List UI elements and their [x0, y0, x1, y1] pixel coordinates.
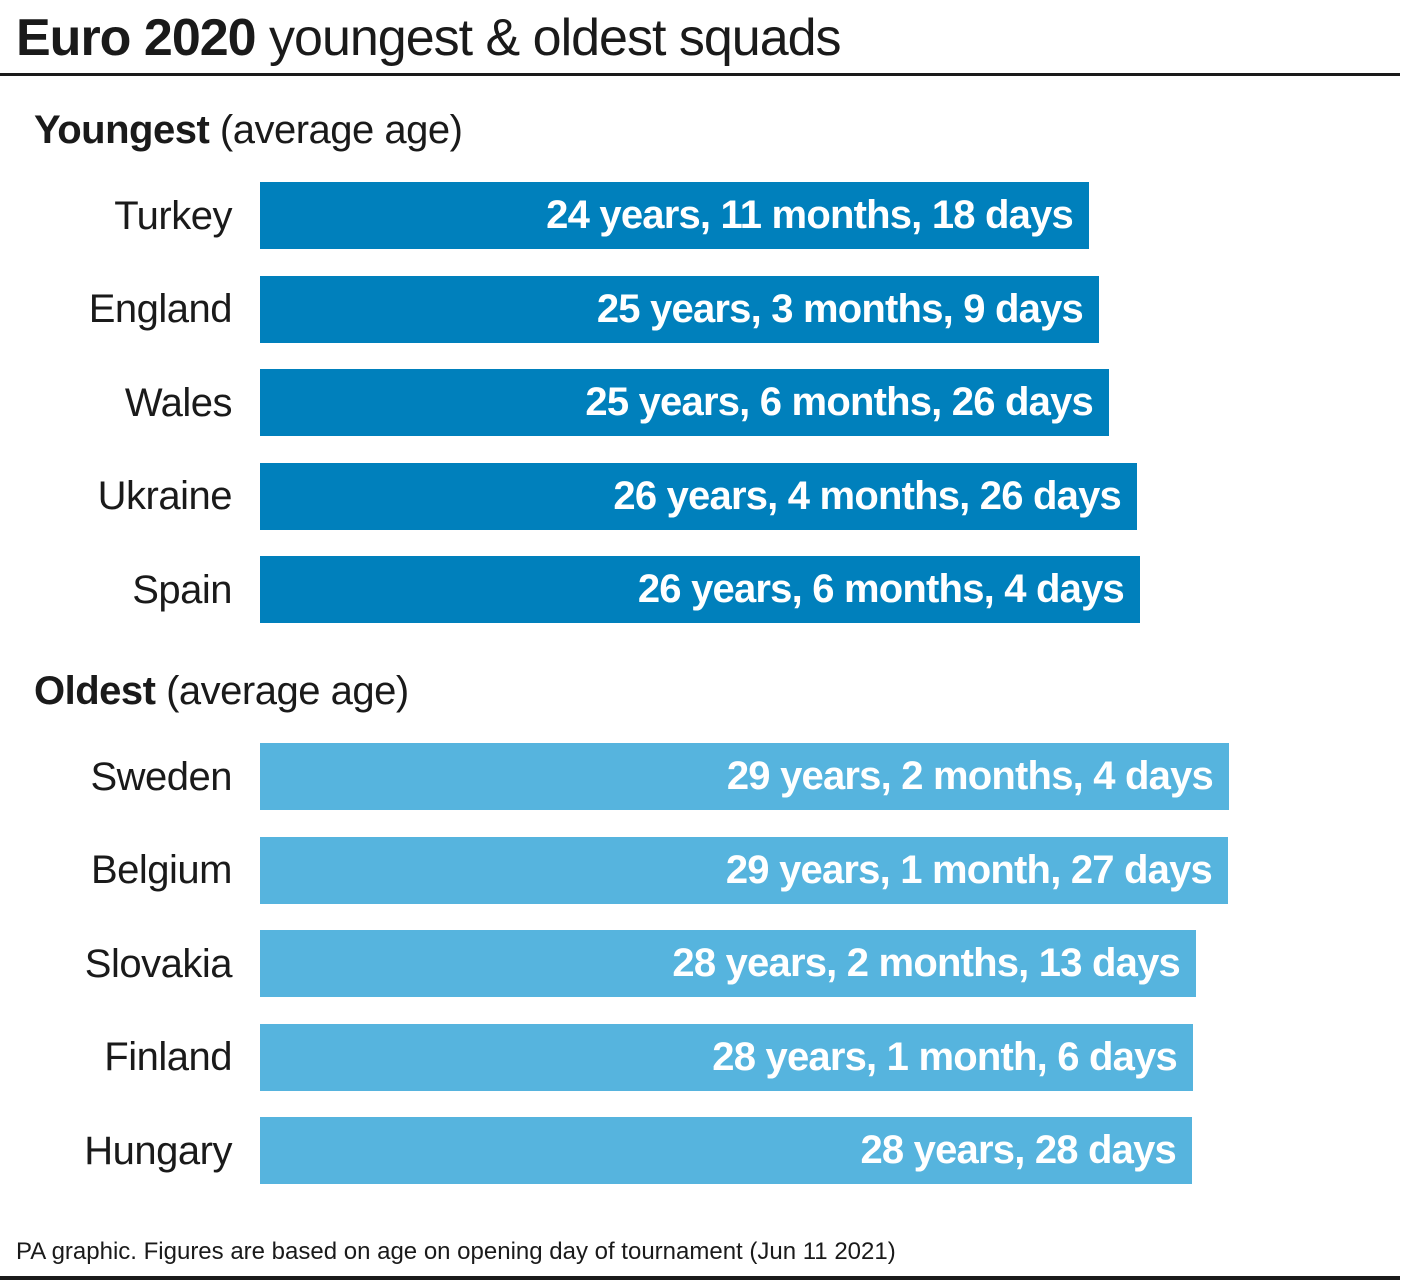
bar-turkey: 24 years, 11 months, 18 days	[260, 182, 1089, 249]
data-label-england: 25 years, 3 months, 9 days	[596, 286, 1084, 331]
bar-ukraine: 26 years, 4 months, 26 days	[260, 462, 1137, 530]
chart-title-bold: Euro 2020	[16, 9, 257, 67]
bar-spain: 26 years, 6 months, 4 days	[260, 556, 1140, 623]
bar-wales: 25 years, 6 months, 26 days	[260, 369, 1109, 436]
footer-divider	[0, 1276, 1400, 1280]
bar-sweden: 29 years, 2 months, 4 days	[260, 743, 1229, 810]
youngest-heading-rest: (average age)	[219, 108, 463, 152]
category-label-sweden: Sweden	[90, 754, 232, 799]
chart-title: Euro 2020 youngest & oldest squads	[16, 6, 842, 70]
data-label-hungary: 28 years, 28 days	[860, 1128, 1176, 1172]
data-label-belgium: 29 years, 1 month, 27 days	[725, 847, 1213, 892]
data-label-slovakia: 28 years, 2 months, 13 days	[672, 941, 1180, 985]
data-label-sweden: 29 years, 2 months, 4 days	[726, 754, 1214, 798]
category-label-wales: Wales	[124, 380, 233, 425]
category-label-ukraine: Ukraine	[97, 474, 233, 518]
youngest-heading-bold: Youngest	[34, 108, 210, 152]
oldest-section-heading: Oldest (average age)	[34, 667, 409, 715]
data-label-finland: 28 years, 1 month, 6 days	[712, 1034, 1178, 1079]
youngest-section-heading: Youngest (average age)	[34, 106, 463, 154]
chart-title-rest: youngest & oldest squads	[269, 9, 842, 67]
title-divider	[0, 73, 1400, 76]
data-label-ukraine: 26 years, 4 months, 26 days	[613, 473, 1121, 518]
bar-slovakia: 28 years, 2 months, 13 days	[260, 930, 1196, 997]
category-label-england: England	[88, 287, 233, 331]
category-label-turkey: Turkey	[114, 193, 232, 238]
source-footnote: PA graphic. Figures are based on age on …	[16, 1238, 896, 1265]
data-label-wales: 25 years, 6 months, 26 days	[585, 380, 1093, 424]
bar-belgium: 29 years, 1 month, 27 days	[260, 836, 1228, 904]
data-label-turkey: 24 years, 11 months, 18 days	[546, 193, 1074, 237]
data-label-spain: 26 years, 6 months, 4 days	[637, 567, 1125, 611]
category-label-hungary: Hungary	[84, 1128, 232, 1173]
category-label-belgium: Belgium	[90, 848, 233, 892]
bar-england: 25 years, 3 months, 9 days	[260, 275, 1099, 343]
bar-finland: 28 years, 1 month, 6 days	[260, 1023, 1193, 1091]
category-label-spain: Spain	[132, 567, 232, 612]
bar-hungary: 28 years, 28 days	[260, 1117, 1192, 1184]
oldest-heading-rest: (average age)	[166, 669, 409, 713]
category-label-slovakia: Slovakia	[84, 941, 233, 986]
category-label-finland: Finland	[104, 1035, 232, 1079]
oldest-heading-bold: Oldest	[34, 669, 156, 713]
